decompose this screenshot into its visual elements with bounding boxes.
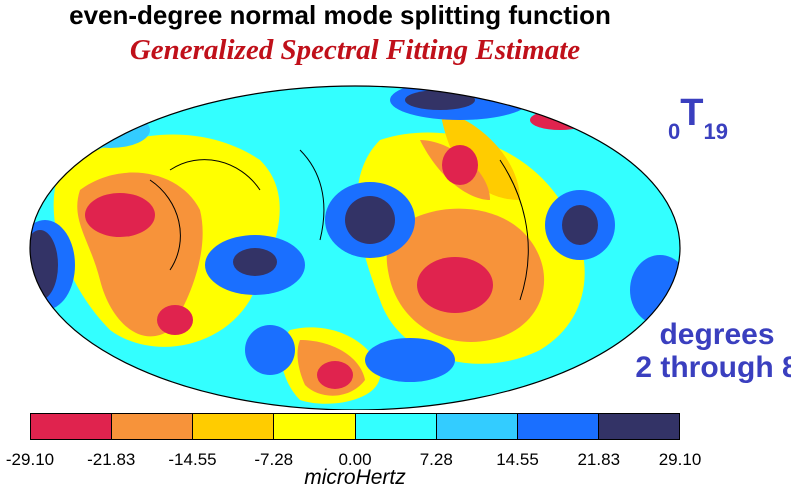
colorbar-tick-label: 21.83 bbox=[577, 450, 621, 469]
mode-letter: T bbox=[680, 92, 704, 134]
colorbar-tick-label: 0.00 bbox=[338, 450, 372, 469]
colorbar-tick-label: 7.28 bbox=[419, 450, 453, 469]
colorbar-tick-label: -29.10 bbox=[5, 450, 55, 469]
degrees-line2: 2 through 8 bbox=[635, 351, 791, 384]
colorbar-segment bbox=[598, 414, 679, 439]
colorbar-tick-label: 29.10 bbox=[658, 450, 702, 469]
colorbar-unit: microHertz bbox=[304, 466, 406, 489]
colorbar-segment bbox=[31, 414, 113, 439]
map-border bbox=[29, 85, 681, 410]
colorbar-tick-label: -21.83 bbox=[87, 450, 136, 469]
colorbar-segment bbox=[355, 414, 437, 439]
colorbar bbox=[30, 413, 680, 440]
degrees-line1: degrees bbox=[659, 318, 775, 351]
mode-label: 0T19 bbox=[668, 92, 728, 144]
map-subtitle: Generalized Spectral Fitting Estimate bbox=[129, 34, 581, 66]
colorbar-ticks: -29.10 -21.83 -14.55 -7.28 0.00 7.28 14.55 21.8… bbox=[0, 450, 791, 472]
colorbar-segment bbox=[274, 414, 356, 439]
mode-suffix: 19 bbox=[703, 119, 728, 144]
colorbar-segment bbox=[436, 414, 518, 439]
colorbar-segment bbox=[193, 414, 275, 439]
map-title: even-degree normal mode splitting functi… bbox=[69, 0, 611, 30]
mollweide-map bbox=[29, 85, 681, 410]
coastlines bbox=[149, 149, 529, 301]
colorbar-tick-label: -14.55 bbox=[168, 450, 217, 469]
colorbar-segment bbox=[112, 414, 194, 439]
colorbar-segment bbox=[517, 414, 599, 439]
colorbar-tick-label: -7.28 bbox=[254, 450, 294, 469]
colorbar-tick-label: 14.55 bbox=[496, 450, 539, 469]
mode-prefix: 0 bbox=[668, 119, 681, 144]
splitting-function-field bbox=[30, 86, 680, 410]
degrees-label: degrees 2 through 8 bbox=[632, 318, 791, 384]
